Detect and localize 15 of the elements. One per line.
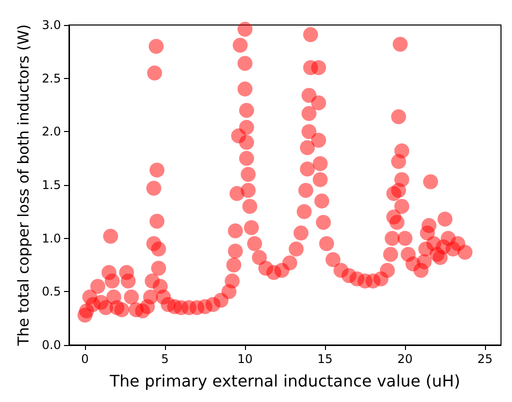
- x-tick-label: 5: [161, 352, 169, 366]
- y-tick-label: 0.5: [42, 284, 61, 299]
- x-tick-label: 25: [477, 352, 493, 366]
- y-tick-label: 1.5: [42, 178, 61, 192]
- y-tick-label: 2.0: [42, 124, 61, 139]
- x-tick-label: 15: [317, 352, 333, 366]
- y-tick-label: 0.0: [42, 338, 61, 352]
- y-tick-label: 1.0: [42, 231, 61, 246]
- y-axis-title: The total copper loss of both inductors (W): [14, 24, 32, 347]
- x-tick-label: 20: [397, 352, 413, 366]
- x-axis-title: The primary external inductance value (uH): [108, 372, 460, 390]
- y-tick-label: 2.5: [42, 71, 61, 86]
- x-tick-label: 10: [237, 352, 253, 366]
- y-tick-label: 3.0: [42, 18, 61, 32]
- x-tick-label: 0: [81, 352, 89, 366]
